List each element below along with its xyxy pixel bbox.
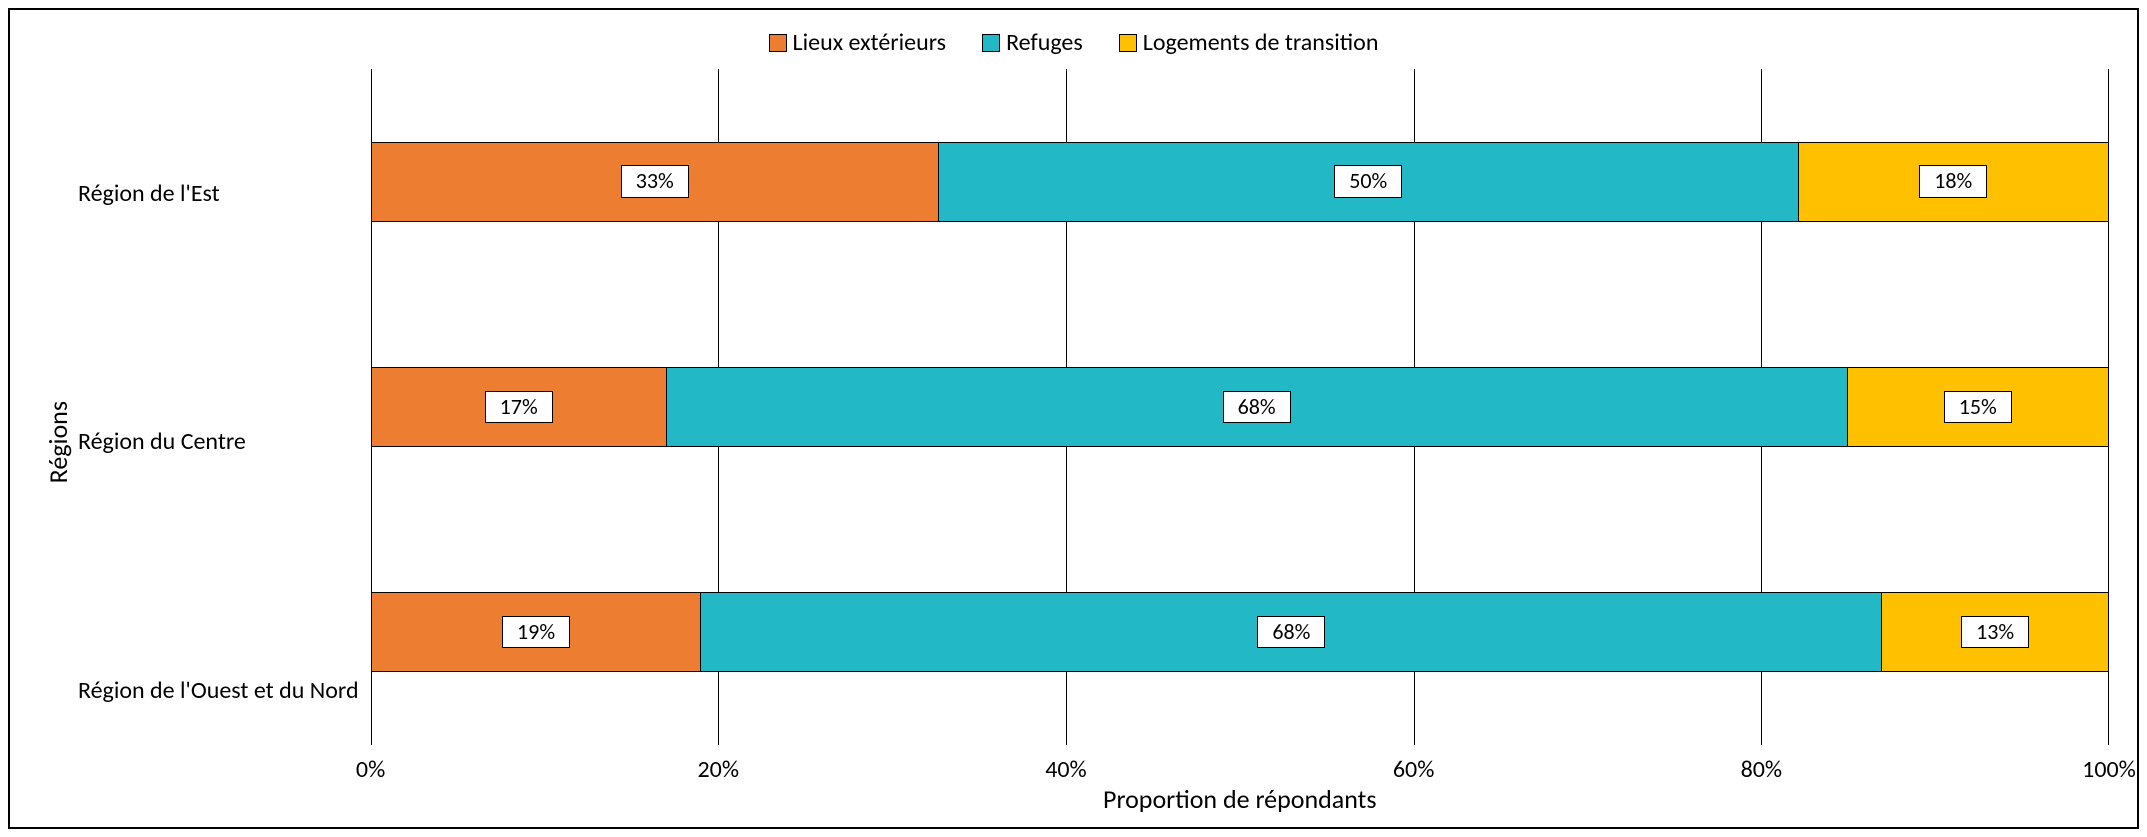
plot-area: 33% 50% 18% 17% bbox=[371, 69, 2109, 815]
bars-area: 33% 50% 18% 17% bbox=[371, 69, 2109, 745]
x-axis-ticks: 0% 20% 40% 60% 80% 100% bbox=[371, 745, 2109, 779]
legend-item-transition: Logements de transition bbox=[1119, 28, 1379, 57]
data-label: 13% bbox=[1961, 616, 2029, 648]
data-label: 68% bbox=[1223, 391, 1291, 423]
x-tick-label: 20% bbox=[698, 755, 739, 784]
category-labels: Région de l'Est Région du Centre Région … bbox=[78, 69, 371, 815]
x-axis-title: Proportion de répondants bbox=[371, 783, 2109, 815]
chart-container: Lieux extérieurs Refuges Logements de tr… bbox=[8, 8, 2139, 829]
x-tick-label: 0% bbox=[356, 755, 385, 784]
bar-segment-refuges: 68% bbox=[701, 593, 1882, 671]
chart-body: Régions Région de l'Est Région du Centre… bbox=[38, 69, 2109, 815]
category-label: Région de l'Est bbox=[78, 179, 220, 208]
bar-segment-exterieurs: 33% bbox=[372, 143, 939, 221]
legend-swatch bbox=[982, 34, 1000, 52]
legend-label: Lieux extérieurs bbox=[793, 28, 947, 57]
data-label: 15% bbox=[1944, 391, 2012, 423]
legend-label: Refuges bbox=[1006, 28, 1083, 57]
x-tick-label: 100% bbox=[2082, 755, 2136, 784]
bar-segment-transition: 15% bbox=[1848, 368, 2108, 446]
data-label: 17% bbox=[485, 391, 553, 423]
legend-swatch bbox=[1119, 34, 1137, 52]
bar-row: 19% 68% 13% bbox=[371, 592, 2109, 672]
legend: Lieux extérieurs Refuges Logements de tr… bbox=[38, 28, 2109, 57]
x-tick-label: 80% bbox=[1741, 755, 1782, 784]
data-label: 68% bbox=[1257, 616, 1325, 648]
bar-segment-refuges: 50% bbox=[939, 143, 1799, 221]
x-tick-label: 40% bbox=[1045, 755, 1086, 784]
legend-swatch bbox=[769, 34, 787, 52]
data-label: 50% bbox=[1334, 165, 1402, 197]
data-label: 19% bbox=[502, 616, 570, 648]
legend-item-refuges: Refuges bbox=[982, 28, 1083, 57]
bar-row: 17% 68% 15% bbox=[371, 367, 2109, 447]
x-tick-label: 60% bbox=[1393, 755, 1434, 784]
y-axis-title: Régions bbox=[38, 401, 78, 483]
bar-row: 33% 50% 18% bbox=[371, 142, 2109, 222]
bar-segment-exterieurs: 17% bbox=[372, 368, 667, 446]
data-label: 18% bbox=[1919, 165, 1987, 197]
legend-item-exterieurs: Lieux extérieurs bbox=[769, 28, 947, 57]
bar-segment-exterieurs: 19% bbox=[372, 593, 702, 671]
bar-segment-transition: 13% bbox=[1882, 593, 2108, 671]
bar-segment-transition: 18% bbox=[1799, 143, 2108, 221]
data-label: 33% bbox=[621, 165, 689, 197]
category-label: Région de l'Ouest et du Nord bbox=[78, 676, 359, 705]
bar-segment-refuges: 68% bbox=[667, 368, 1848, 446]
category-label: Région du Centre bbox=[78, 427, 246, 456]
legend-label: Logements de transition bbox=[1143, 28, 1379, 57]
